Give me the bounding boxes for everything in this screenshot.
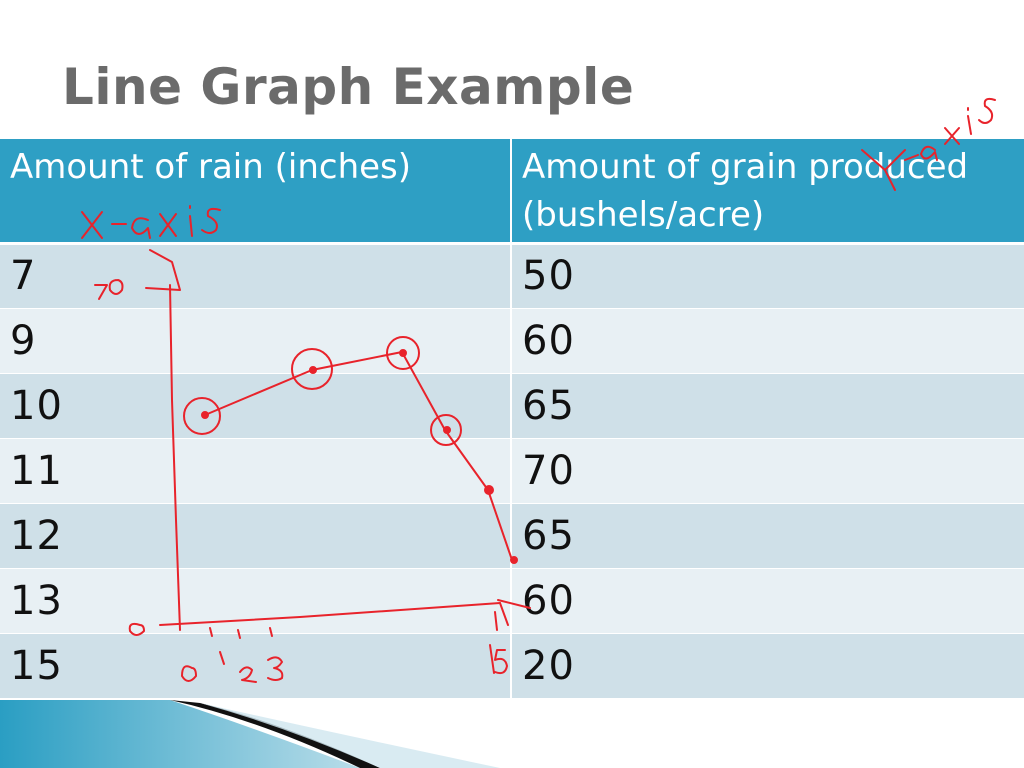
grain-cell: 60 (511, 308, 1024, 374)
grain-cell: 65 (511, 503, 1024, 569)
table-row: 7 50 (0, 243, 1024, 309)
rain-cell: 7 (0, 243, 512, 309)
rain-cell: 15 (0, 633, 512, 699)
slide-title: Line Graph Example (62, 58, 635, 116)
grain-cell: 65 (511, 373, 1024, 439)
grain-cell: 60 (511, 568, 1024, 634)
header-rain: Amount of rain (inches) (0, 139, 512, 245)
table-row: 15 20 (0, 633, 1024, 699)
grain-cell: 50 (511, 243, 1024, 309)
table-header-row: Amount of rain (inches) Amount of grain … (0, 139, 1024, 245)
grain-cell: 20 (511, 633, 1024, 699)
grain-cell: 70 (511, 438, 1024, 504)
